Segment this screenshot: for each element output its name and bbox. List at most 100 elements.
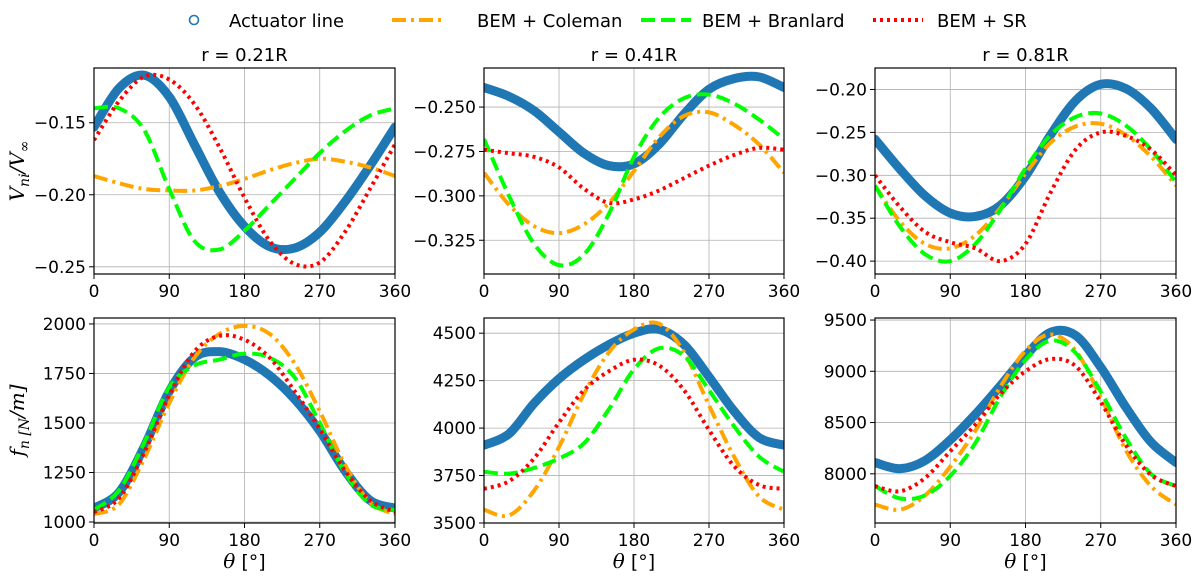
y-axis-label: fn [N/m] [5, 384, 33, 458]
y-tick-label: 9500 [824, 311, 867, 331]
y-tick-label: −0.325 [413, 231, 476, 251]
series-line-bem-sr [484, 357, 784, 491]
x-tick-label: 0 [870, 531, 881, 551]
series-group [94, 70, 395, 269]
x-tick-label: 180 [1009, 531, 1041, 551]
y-tick-label: −0.40 [815, 252, 867, 272]
x-axis-label: θ [°] [613, 549, 655, 573]
x-tick-label: 270 [304, 282, 336, 302]
y-tick-label: −0.20 [815, 80, 867, 100]
x-tick-label: 360 [379, 282, 411, 302]
y-tick-label: 1750 [43, 364, 86, 384]
x-tick-label: 0 [89, 282, 100, 302]
panel-2: 0 90 180 270 360 −0.325 −0.300 −0.275 −0.250 r = … [413, 45, 800, 302]
series-line-actuator-line [94, 70, 395, 255]
x-tick-label: 90 [548, 531, 570, 551]
series-group [875, 79, 1176, 264]
panel-title: r = 0.81R [982, 45, 1069, 66]
legend-entry-bem-coleman: BEM + Coleman [392, 11, 622, 32]
x-tick-label: 270 [1085, 282, 1117, 302]
series-line-bem-branlard [94, 351, 395, 513]
panels: 0 90 180 270 360 −0.25 −0.20 −0.15 r = 0.21R Vni/… [5, 45, 1192, 573]
x-tick-label: 0 [89, 531, 100, 551]
y-tick-label: −0.275 [413, 142, 476, 162]
y-tick-label: 8500 [824, 414, 867, 434]
legend-entry-bem-branlard: BEM + Branlard [641, 11, 845, 32]
series-line-bem-branlard [875, 338, 1176, 502]
legend-entry-bem-sr: BEM + SR [873, 11, 1027, 32]
y-tick-label: −0.25 [815, 123, 867, 143]
series-line-actuator-line [875, 325, 1176, 474]
y-tick-label: −0.300 [413, 187, 476, 207]
series-line-bem-sr [875, 129, 1176, 264]
x-tick-label: 270 [693, 282, 725, 302]
grid [93, 68, 396, 274]
y-tick-label: 4000 [433, 419, 476, 439]
y-tick-label: −0.20 [34, 186, 86, 206]
legend-label-actuator-line: Actuator line [229, 11, 344, 32]
x-tick-label: 360 [768, 282, 800, 302]
y-tick-label: 2000 [43, 315, 86, 335]
panel-6: 0 90 180 270 360 8000 8500 9000 9500 θ [°] [824, 311, 1192, 573]
series-line-actuator-line [484, 324, 784, 450]
grid [93, 318, 396, 523]
x-tick-label: 180 [1009, 282, 1041, 302]
y-tick-label: 9000 [824, 362, 867, 382]
y-tick-label: 8000 [824, 465, 867, 485]
series-line-bem-sr [94, 72, 395, 269]
x-tick-label: 360 [379, 531, 411, 551]
y-tick-label: 1000 [43, 513, 86, 533]
series-line-bem-coleman [484, 109, 784, 236]
x-tick-label: 270 [304, 531, 336, 551]
x-tick-label: 360 [1160, 531, 1192, 551]
x-tick-label: 90 [158, 282, 180, 302]
y-tick-label: 1500 [43, 414, 86, 434]
series-group [875, 325, 1176, 512]
y-axis-label: Vni/V∞ [5, 141, 33, 202]
x-tick-label: 180 [228, 282, 260, 302]
y-tick-label: 4500 [433, 324, 476, 344]
panel-title: r = 0.21R [201, 45, 288, 66]
series-line-bem-branlard [484, 92, 784, 268]
legend-label-bem-sr: BEM + SR [937, 11, 1027, 32]
x-tick-label: 360 [1160, 282, 1192, 302]
legend: Actuator line BEM + Coleman BEM + Branla… [188, 11, 1027, 32]
x-tick-label: 180 [618, 282, 650, 302]
x-tick-label: 90 [939, 282, 961, 302]
y-tick-label: −0.25 [34, 258, 86, 278]
series-group [484, 71, 784, 268]
x-tick-label: 90 [939, 531, 961, 551]
x-tick-label: 180 [618, 531, 650, 551]
x-axis-label: θ [°] [223, 549, 265, 573]
y-tick-label: 3750 [433, 467, 476, 487]
x-tick-label: 270 [693, 531, 725, 551]
panel-5: 0 90 180 270 360 3500 3750 4000 4250 4500 θ [°] [433, 317, 800, 573]
legend-entry-actuator-line: Actuator line [188, 11, 344, 32]
series-line-bem-branlard [875, 110, 1176, 264]
x-tick-label: 90 [158, 531, 180, 551]
series-line-bem-coleman [484, 320, 784, 519]
y-tick-label: −0.35 [815, 209, 867, 229]
x-tick-label: 0 [479, 531, 490, 551]
panel-4: 0 90 180 270 360 1000 1250 1500 1750 2000 θ [°] fn … [5, 315, 411, 573]
x-tick-label: 180 [228, 531, 260, 551]
series-line-actuator-line [484, 71, 784, 172]
y-tick-label: −0.15 [34, 114, 86, 134]
y-tick-label: 3500 [433, 514, 476, 534]
y-tick-label: −0.30 [815, 166, 867, 186]
panel-3: 0 90 180 270 360 −0.40 −0.35 −0.30 −0.25 −0.20 r =… [815, 45, 1192, 302]
panel-title: r = 0.41R [591, 45, 678, 66]
legend-marker-actuator-line [188, 14, 200, 26]
series-line-bem-branlard [484, 345, 784, 476]
legend-label-bem-coleman: BEM + Coleman [477, 11, 622, 32]
x-tick-label: 270 [1085, 531, 1117, 551]
x-tick-label: 0 [870, 282, 881, 302]
panel-1: 0 90 180 270 360 −0.25 −0.20 −0.15 r = 0.21R Vni/… [5, 45, 411, 302]
series-group [94, 323, 395, 517]
series-line-bem-sr [484, 145, 784, 206]
y-tick-label: 4250 [433, 372, 476, 392]
series-line-bem-coleman [94, 323, 395, 517]
y-tick-label: −0.250 [413, 98, 476, 118]
y-tick-label: 1250 [43, 463, 86, 483]
